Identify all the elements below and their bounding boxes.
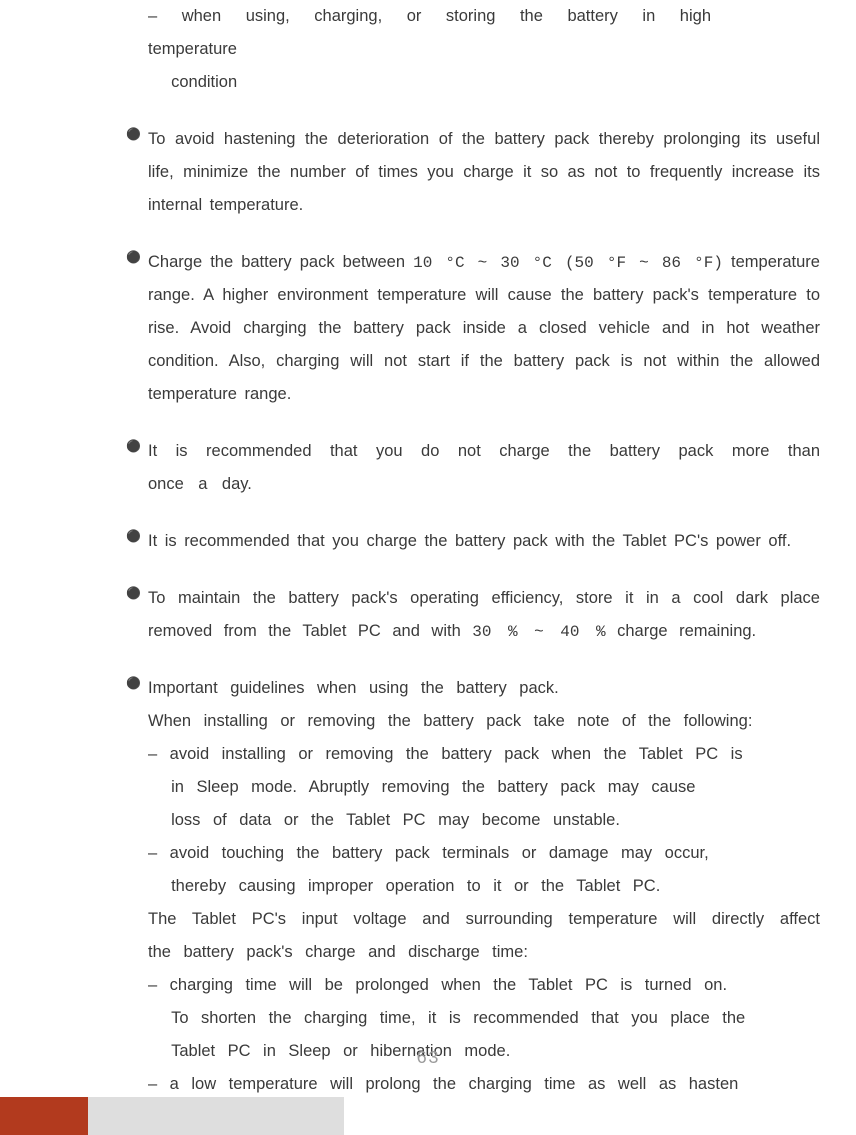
text-span: temperature range. A higher environment … <box>148 253 820 403</box>
dash-cont: loss of data or the Tablet PC may become… <box>148 804 820 837</box>
orphan-dash-block: – when using, charging, or storing the b… <box>120 0 711 99</box>
sub-line: When installing or removing the battery … <box>148 705 820 738</box>
bullet-icon: ⚫ <box>120 123 148 222</box>
footer-bar <box>0 1097 856 1135</box>
text-span: Charge the battery pack between <box>148 253 413 271</box>
page-content: – when using, charging, or storing the b… <box>20 0 836 1134</box>
list-item: ⚫ To avoid hastening the deterioration o… <box>120 123 820 222</box>
list-item: ⚫ Charge the battery pack between 10 °C … <box>120 246 820 411</box>
bullet-icon: ⚫ <box>120 435 148 501</box>
list-item: ⚫ To maintain the battery pack's operati… <box>120 582 820 648</box>
list-item: ⚫ It is recommended that you do not char… <box>120 435 820 501</box>
dash-cont: thereby causing improper operation to it… <box>148 870 820 903</box>
dash-line: – avoid installing or removing the batte… <box>148 738 820 771</box>
item-body: To maintain the battery pack's operating… <box>148 582 820 648</box>
footer-accent-left <box>0 1097 88 1135</box>
dash-line: – charging time will be prolonged when t… <box>148 969 820 1002</box>
mono-span: 30 % ~ 40 % <box>472 623 605 641</box>
item-body: It is recommended that you do not charge… <box>148 435 820 501</box>
intro-line: Important guidelines when using the batt… <box>148 672 820 705</box>
footer-accent-right <box>344 1097 856 1135</box>
dash-cont: in Sleep mode. Abruptly removing the bat… <box>148 771 820 804</box>
dash-cont: To shorten the charging time, it is reco… <box>148 1002 820 1035</box>
mid-paragraph: The Tablet PC's input voltage and surrou… <box>148 903 820 969</box>
item-body: To avoid hastening the deterioration of … <box>148 123 820 222</box>
list-item: ⚫ It is recommended that you charge the … <box>120 525 820 558</box>
footer-accent-mid <box>88 1097 344 1135</box>
item-body: It is recommended that you charge the ba… <box>148 525 820 558</box>
bullet-list: ⚫ To avoid hastening the deterioration o… <box>120 123 820 1134</box>
text-span: charge remaining. <box>606 622 757 640</box>
orphan-line-2: condition <box>148 66 711 99</box>
bullet-icon: ⚫ <box>120 525 148 558</box>
orphan-line-1: – when using, charging, or storing the b… <box>148 0 711 66</box>
page-number: 63 <box>0 1049 856 1069</box>
bullet-icon: ⚫ <box>120 582 148 648</box>
dash-line: – avoid touching the battery pack termin… <box>148 837 820 870</box>
bullet-icon: ⚫ <box>120 246 148 411</box>
mono-span: 10 °C ~ 30 °C (50 °F ~ 86 °F) <box>413 254 723 272</box>
page-container: – when using, charging, or storing the b… <box>0 0 856 1134</box>
item-body: Charge the battery pack between 10 °C ~ … <box>148 246 820 411</box>
